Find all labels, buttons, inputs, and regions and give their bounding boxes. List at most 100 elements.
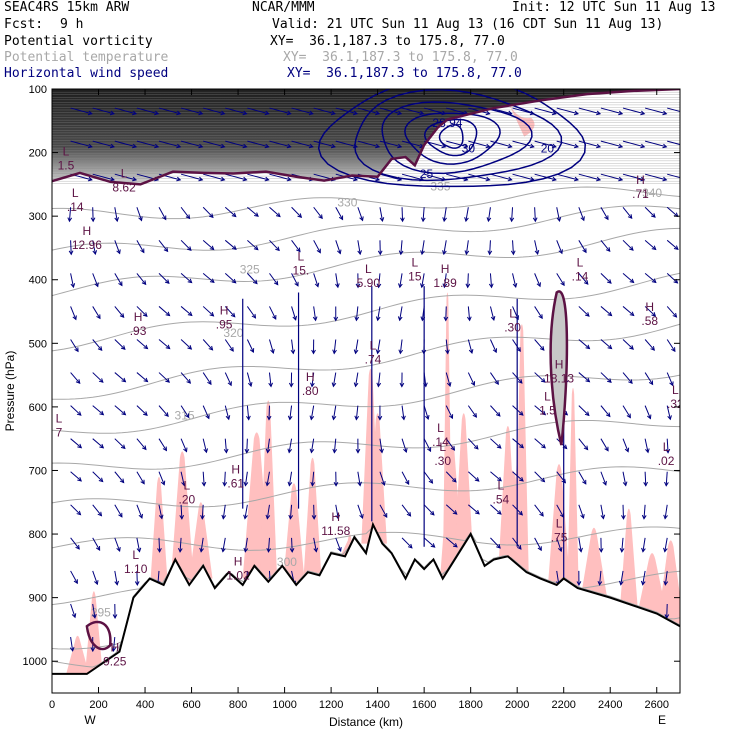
wind-vector [247, 273, 258, 284]
wind-vector [578, 107, 601, 115]
wind-vector-head [488, 283, 494, 289]
wind-vector [357, 107, 380, 115]
wind-vector-head [231, 245, 237, 250]
wind-vector [333, 339, 337, 354]
pv-extremum-marker: L [56, 412, 63, 426]
pv-extremum-marker: H [110, 640, 119, 654]
wind-vector-head [496, 543, 501, 549]
wind-vector [666, 339, 676, 352]
y-tick-label: 900 [29, 593, 47, 605]
wind-vector-head [643, 481, 648, 487]
wind-vector-head [497, 476, 502, 482]
wind-vector [401, 537, 413, 549]
wind-vector-head [685, 144, 689, 148]
wind-vector-head [162, 446, 167, 452]
wind-vector-head [264, 143, 270, 149]
wind-vector [600, 372, 612, 383]
pv-extremum-value: .02 [658, 454, 675, 468]
wind-vector-head [541, 410, 547, 416]
wind-vector [534, 240, 539, 255]
wind-vector [114, 570, 118, 585]
wind-vector-head [272, 314, 277, 320]
wind-vector-head [495, 411, 501, 417]
wind-vector [70, 636, 74, 651]
wind-vector [112, 637, 116, 652]
theta-contour [52, 526, 680, 551]
wind-vector [136, 306, 148, 317]
wind-vector [202, 471, 205, 486]
wind-vector-head [558, 249, 563, 255]
field-name-wind: Horizontal wind speed [4, 66, 169, 81]
wind-vector [556, 273, 565, 286]
wind-vector-head [629, 345, 634, 350]
wind-vector [266, 504, 270, 519]
wind-vector [247, 239, 259, 251]
wind-vector [664, 570, 668, 585]
wind-vector-head [333, 481, 339, 487]
wind-vector [269, 306, 277, 320]
wind-vector [468, 471, 480, 482]
wind-vector [158, 273, 170, 284]
wind-vector-head [463, 143, 469, 149]
wind-vector [201, 504, 204, 519]
pv-extremum-value: .58 [641, 314, 658, 328]
wind-vector [445, 405, 453, 419]
wind-vector-head [75, 379, 81, 384]
wind-vector-head [207, 380, 212, 386]
x-axis-label: Distance (km) [329, 715, 403, 729]
wind-vector-head [264, 176, 270, 182]
wind-vector-head [618, 580, 624, 586]
wind-vector [247, 173, 269, 181]
wind-vector-head [464, 250, 470, 256]
wind-vector-head [451, 477, 457, 483]
wind-vector-head [287, 415, 293, 421]
wind-vector-head [534, 250, 540, 256]
wind-vector-head [318, 214, 323, 220]
pv-extremum-marker: L [365, 262, 372, 276]
wind-vector-head [121, 377, 127, 383]
wind-vector [399, 273, 403, 288]
pv-extremum-marker: L [63, 144, 70, 158]
pv-extremum-marker: L [437, 421, 444, 435]
wind-vector [92, 405, 104, 416]
wind-vector [666, 372, 674, 386]
y-tick-label: 800 [29, 529, 47, 541]
wind-vector-head [507, 110, 513, 116]
pv-extremum-value: 12.96 [72, 238, 102, 252]
wind-vector [445, 471, 457, 483]
wind-vector-head [496, 444, 502, 449]
theta-contour [52, 419, 680, 470]
wind-vector [269, 107, 291, 115]
wind-vector [467, 405, 477, 418]
wind-vector [622, 306, 635, 316]
wind-vector-head [551, 110, 557, 116]
wind-vector [269, 140, 291, 148]
pv-extremum-value: 1.10 [124, 562, 148, 576]
init-time: Init: 12 UTC Sun 11 Aug 13 [512, 0, 716, 15]
wind-vector-head [576, 581, 582, 586]
wind-vector-head [662, 143, 668, 149]
wind-vector [379, 107, 402, 115]
wind-vector [422, 207, 425, 222]
wind-vector [114, 140, 137, 148]
wind-speed-contour [438, 124, 464, 149]
wind-vector [114, 438, 126, 449]
wind-vector-head [397, 110, 403, 116]
wind-vector [247, 140, 269, 148]
wind-vector [244, 504, 248, 519]
wind-vector [268, 339, 274, 354]
wind-vector [310, 438, 315, 453]
wind-vector-head [474, 477, 480, 482]
valid-time: Valid: 21 UTC Sun 11 Aug 13 (16 CDT Sun … [272, 17, 664, 32]
wind-vector [114, 173, 137, 181]
wind-vector-head [165, 344, 171, 350]
wind-vector [644, 272, 657, 283]
wind-vector-head [650, 346, 655, 351]
wind-vector-head [441, 110, 447, 116]
wind-vector-head [663, 547, 668, 553]
wind-vector-head [485, 110, 491, 116]
wind-vector [421, 273, 425, 288]
wind-vector [600, 173, 623, 181]
theta-label: 315 [175, 409, 195, 423]
wind-speed-label: 25 [420, 167, 434, 181]
